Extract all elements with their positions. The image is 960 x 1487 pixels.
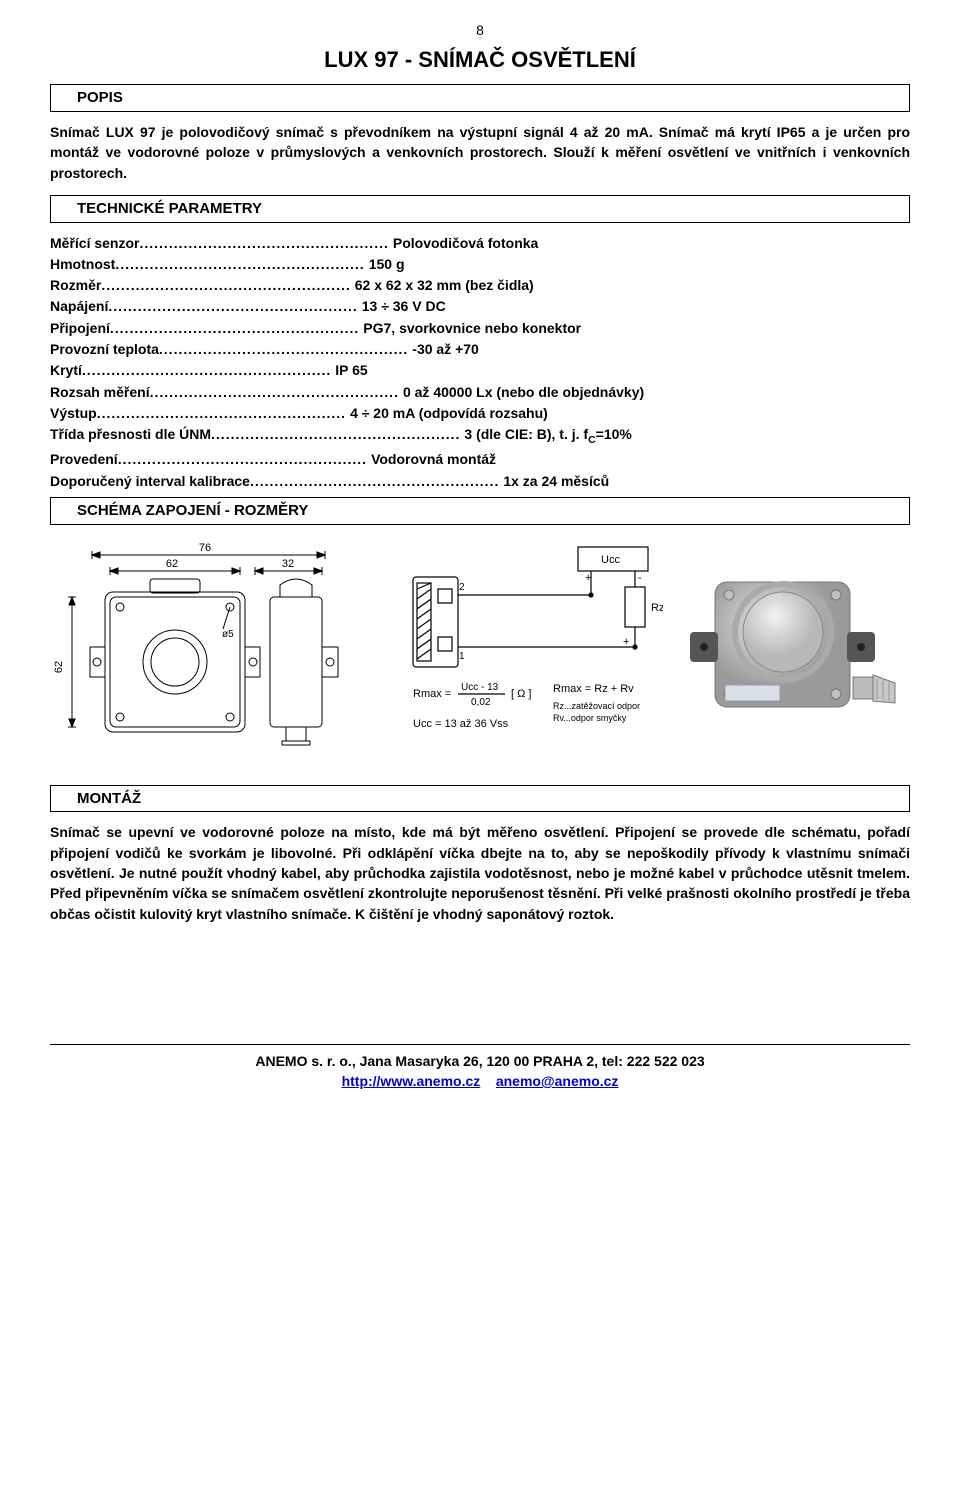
page-footer: ANEMO s. r. o., Jana Masaryka 26, 120 00… [50, 1044, 910, 1092]
page-number: 8 [50, 20, 910, 40]
spec-label: Doporučený interval kalibrace [50, 471, 250, 491]
spec-value: -30 až +70 [408, 339, 479, 359]
spec-value: 0 až 40000 Lx (nebo dle objednávky) [399, 382, 644, 402]
svg-text:32: 32 [282, 558, 294, 570]
spec-value: 150 g [365, 254, 405, 274]
svg-text:+: + [623, 636, 629, 648]
footer-url[interactable]: http://www.anemo.cz [342, 1073, 481, 1089]
svg-text:Rmax = Rz + Rv: Rmax = Rz + Rv [553, 683, 634, 695]
section-tech-params: TECHNICKÉ PARAMETRY [50, 195, 910, 223]
spec-dots [139, 233, 388, 253]
svg-text:Ucc = 13 až 36 Vss: Ucc = 13 až 36 Vss [413, 718, 509, 730]
spec-dots [250, 471, 499, 491]
svg-text:62: 62 [53, 660, 65, 672]
document-title: LUX 97 - SNÍMAČ OSVĚTLENÍ [50, 44, 910, 76]
spec-value: 62 x 62 x 32 mm (bez čidla) [351, 275, 534, 295]
svg-text:0,02: 0,02 [471, 697, 491, 708]
spec-label: Třída přesnosti dle ÚNM [50, 424, 211, 444]
spec-row: Provozní teplota -30 až +70 [50, 339, 910, 359]
spec-value: IP 65 [331, 360, 367, 380]
svg-text:[ Ω ]: [ Ω ] [511, 688, 531, 700]
spec-label: Provedení [50, 449, 118, 469]
spec-value: 13 ÷ 36 V DC [358, 296, 446, 316]
svg-text:62: 62 [166, 558, 178, 570]
spec-row: Připojení PG7, svorkovnice nebo konektor [50, 318, 910, 338]
footer-email[interactable]: anemo@anemo.cz [496, 1073, 619, 1089]
svg-text:2: 2 [459, 582, 465, 593]
svg-text:76: 76 [199, 542, 211, 554]
footer-company: ANEMO s. r. o., Jana Masaryka 26, 120 00… [255, 1053, 704, 1069]
circuit-schematic: Ucc + - Rz + 2 1 [403, 537, 663, 767]
svg-text:Rz...zatěžovací odpor: Rz...zatěžovací odpor [553, 701, 640, 711]
spec-row: Třída přesnosti dle ÚNM 3 (dle CIE: B), t… [50, 424, 910, 448]
spec-value: Polovodičová fotonka [389, 233, 538, 253]
section-schema: SCHÉMA ZAPOJENÍ - ROZMĚRY [50, 497, 910, 525]
spec-dots [115, 254, 364, 274]
spec-dots [150, 382, 399, 402]
spec-row: Hmotnost 150 g [50, 254, 910, 274]
spec-dots [101, 275, 350, 295]
spec-value: Vodorovná montáž [367, 449, 496, 469]
schematic-row: 76 62 32 62 [50, 537, 910, 767]
spec-dots [211, 424, 460, 444]
section-popis: POPIS [50, 84, 910, 112]
svg-text:Ucc - 13: Ucc - 13 [461, 682, 499, 693]
spec-dots [118, 449, 367, 469]
svg-text:Rz: Rz [651, 602, 663, 614]
spec-row: Měřící senzor Polovodičová fotonka [50, 233, 910, 253]
spec-row: Provedení Vodorovná montáž [50, 449, 910, 469]
spec-value: 3 (dle CIE: B), t. j. fC=10% [460, 424, 631, 448]
spec-row: Rozsah měření 0 až 40000 Lx (nebo dle obj… [50, 382, 910, 402]
spec-dots [108, 296, 357, 316]
spec-value: 1x za 24 měsíců [499, 471, 609, 491]
spec-label: Připojení [50, 318, 110, 338]
spec-row: Doporučený interval kalibrace 1x za 24 mě… [50, 471, 910, 491]
spec-dots [159, 339, 408, 359]
svg-text:-: - [638, 572, 642, 584]
svg-text:1: 1 [459, 651, 465, 662]
section-montaz: MONTÁŽ [50, 785, 910, 813]
svg-text:Ucc: Ucc [601, 554, 620, 566]
spec-dots [82, 360, 331, 380]
dimensional-drawing: 76 62 32 62 [50, 537, 390, 747]
spec-label: Provozní teplota [50, 339, 159, 359]
svg-text:Rv...odpor smyčky: Rv...odpor smyčky [553, 713, 627, 723]
svg-text:Rmax =: Rmax = [413, 688, 451, 700]
spec-row: Krytí IP 65 [50, 360, 910, 380]
spec-value: 4 ÷ 20 mA (odpovídá rozsahu) [346, 403, 548, 423]
specs-list: Měřící senzorPolovodičová fotonkaHmotnos… [50, 233, 910, 491]
spec-dots [110, 318, 359, 338]
spec-label: Hmotnost [50, 254, 115, 274]
product-photo [675, 537, 910, 737]
popis-paragraph: Snímač LUX 97 je polovodičový snímač s p… [50, 122, 910, 183]
spec-row: Rozměr 62 x 62 x 32 mm (bez čidla) [50, 275, 910, 295]
spec-label: Krytí [50, 360, 82, 380]
spec-label: Napájení [50, 296, 108, 316]
spec-label: Rozsah měření [50, 382, 150, 402]
spec-label: Výstup [50, 403, 97, 423]
spec-row: Napájení 13 ÷ 36 V DC [50, 296, 910, 316]
spec-label: Rozměr [50, 275, 101, 295]
spec-row: Výstup 4 ÷ 20 mA (odpovídá rozsahu) [50, 403, 910, 423]
spec-dots [97, 403, 346, 423]
spec-value: PG7, svorkovnice nebo konektor [359, 318, 581, 338]
svg-text:ø5: ø5 [222, 629, 234, 640]
spec-label: Měřící senzor [50, 233, 139, 253]
montaz-paragraph: Snímač se upevní ve vodorovné poloze na … [50, 822, 910, 923]
